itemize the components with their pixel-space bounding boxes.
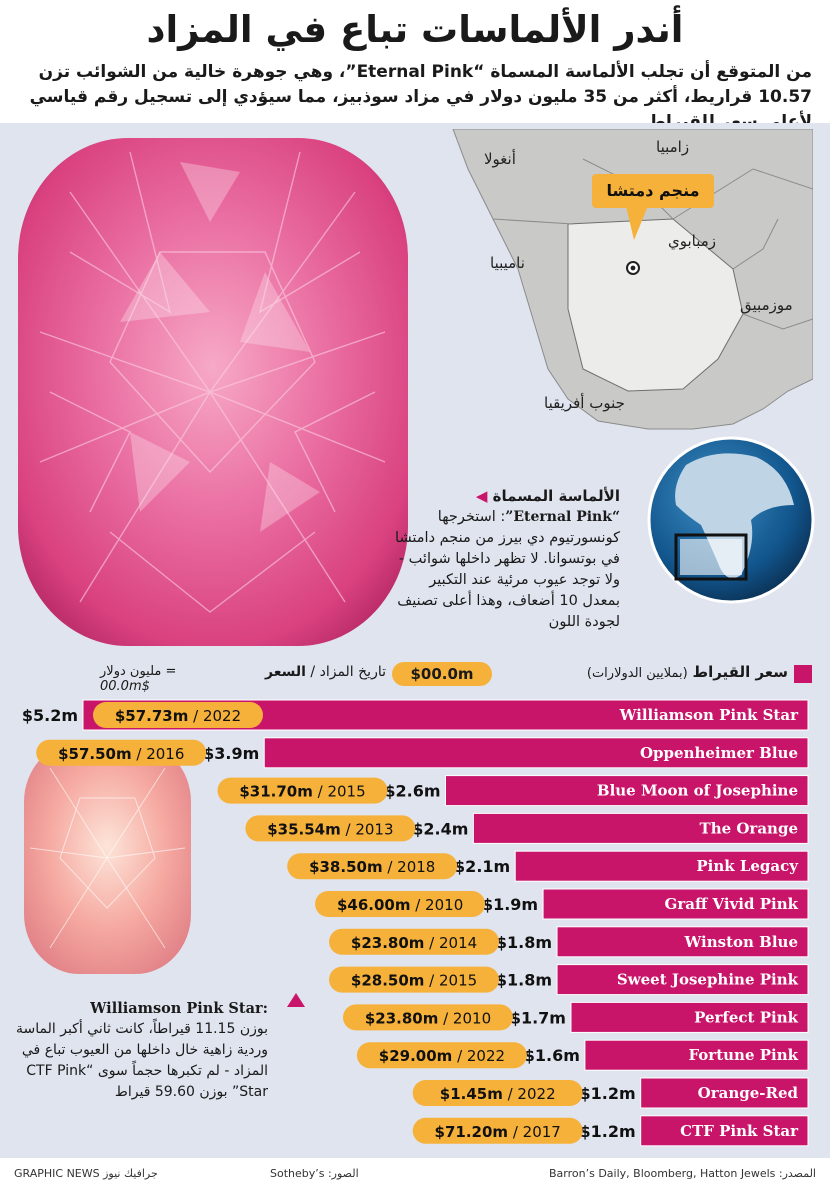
mine-marker-icon — [626, 206, 648, 275]
chart-bar — [584, 1039, 809, 1071]
eternal-pink-diamond-image — [18, 138, 408, 646]
williamson-text: بوزن 11.15 قيراطاً، كانت ثاني أكبر الماس… — [16, 1021, 268, 1100]
chart-value-label: $1.7m — [510, 1008, 566, 1027]
chart-price-pill — [93, 702, 263, 728]
chart-value-label: $3.9m — [203, 744, 259, 763]
williamson-description: Williamson Pink Star: بوزن 11.15 قيراطاً… — [10, 998, 268, 1103]
footer-sources: المصدر: Barron’s Daily, Bloomberg, Hatto… — [549, 1167, 816, 1180]
chart-price-pill — [329, 966, 500, 993]
chart-price-label: $35.54m / 2013 — [267, 820, 393, 838]
eternal-pink-heading: الألماسة المسماة — [492, 487, 620, 505]
footer-credit: GRAPHIC NEWS جرافيك نيوز — [14, 1167, 158, 1180]
legend-ppc-unit: (بملايين الدولارات) — [586, 666, 688, 681]
chart-price-label: $1.45m / 2022 — [440, 1085, 556, 1103]
chart-value-label: $1.8m — [496, 971, 552, 990]
chart-value-label: $1.8m — [496, 933, 552, 952]
chart-bar — [445, 775, 809, 807]
eternal-pink-text: : استخرجها كونسورتيوم دي بيرز من منجم دا… — [395, 509, 620, 630]
legend-ppc-label: سعر القيراط — [692, 663, 788, 681]
chart-bar-label: Perfect Pink — [694, 1008, 798, 1026]
chart-price-pill — [342, 1004, 513, 1031]
chart-value-label: $5.2m — [22, 706, 78, 725]
chart-price-label: $29.00m / 2022 — [379, 1047, 505, 1065]
chart-bar — [640, 1115, 809, 1147]
chart-value-label: $1.6m — [524, 1046, 580, 1065]
chart-price-pill — [412, 1080, 583, 1106]
chart-value-label: $2.1m — [454, 857, 510, 876]
legend-unit-note-text: = مليون دولار — [100, 664, 177, 679]
chart-price-pill — [245, 815, 416, 842]
chart-bar-label: The Orange — [700, 819, 798, 837]
chart-bar-label: Pink Legacy — [696, 857, 799, 875]
chart-price-label: $38.50m / 2018 — [309, 858, 435, 876]
chart-bar — [472, 812, 809, 844]
legend-unit-note: = مليون دولار $00.0m — [100, 664, 220, 694]
map-label-namibia: ناميبيا — [490, 254, 525, 272]
chart-bar-label: Sweet Josephine Pink — [617, 971, 799, 989]
chart-value-label: $2.4m — [412, 819, 468, 838]
legend-price-pill: $00.0m — [392, 662, 492, 686]
footer-photos: الصور: Sotheby’s — [270, 1167, 359, 1180]
chart-bar — [556, 964, 809, 996]
legend-price-label: السعر — [265, 664, 306, 680]
chart-price-pill — [36, 739, 207, 766]
chart-bar-label: Williamson Pink Star — [619, 706, 800, 724]
chart-value-label: $2.6m — [384, 782, 440, 801]
chart-price-label: $46.00m / 2010 — [337, 896, 463, 914]
chart-price-pill — [329, 928, 500, 955]
chart-bar-label: Winston Blue — [683, 933, 798, 951]
chart-bar — [263, 737, 809, 769]
chart-bar-label: Blue Moon of Josephine — [597, 782, 798, 800]
chart-price-pill — [412, 1117, 583, 1144]
chart-price-pill — [217, 777, 388, 804]
map-label-zimbabwe: زمبابوي — [668, 232, 717, 250]
chart-price-pill — [315, 891, 486, 917]
page-title: أندر الألماسات تباع في المزاد — [146, 8, 684, 51]
chart-bar — [514, 850, 809, 882]
chart-bar-label: CTF Pink Star — [680, 1122, 799, 1140]
map-label-south-africa: جنوب أفريقيا — [544, 394, 625, 412]
footer: المصدر: Barron’s Daily, Bloomberg, Hatto… — [0, 1160, 830, 1188]
pointer-triangle-up-icon — [287, 993, 305, 1007]
chart-bar-label: Oppenheimer Blue — [640, 744, 798, 762]
chart-price-label: $71.20m / 2017 — [435, 1123, 561, 1141]
globe-locator-icon — [647, 436, 815, 604]
chart-legend: سعر القيراط (بملايين الدولارات) $00.0m ت… — [0, 660, 830, 694]
chart-price-label: $23.80m / 2010 — [365, 1009, 491, 1027]
chart-price-pill — [287, 853, 458, 880]
chart-bar — [570, 1001, 809, 1033]
chart-price-pill — [356, 1042, 527, 1069]
chart-bar-label: Graff Vivid Pink — [665, 895, 799, 913]
chart-price-label: $57.50m / 2016 — [58, 745, 184, 763]
chart-price-label: $57.73m / 2022 — [115, 707, 241, 725]
chart-price-label: $31.70m / 2015 — [239, 783, 365, 801]
chart-value-label: $1.9m — [482, 895, 538, 914]
chart-price-label: $23.80m / 2014 — [351, 934, 477, 952]
map-label-angola: أنغولا — [484, 150, 516, 168]
chart-price-label: $28.50m / 2015 — [351, 972, 477, 990]
chart-bar-label: Orange-Red — [698, 1084, 799, 1102]
chart-value-label: $1.2m — [580, 1122, 636, 1141]
chart-bar — [556, 926, 809, 958]
legend-unit-note-value: $00.0m — [100, 679, 150, 694]
chart-bar-label: Fortune Pink — [688, 1046, 798, 1064]
map-label-zambia: زامبيا — [656, 138, 690, 156]
chart-bar — [640, 1077, 809, 1109]
eternal-pink-description: الألماسة المسماة ◀ “Eternal Pink”: استخر… — [392, 486, 620, 633]
chart-bar — [542, 888, 809, 920]
chart-value-label: $1.2m — [580, 1084, 636, 1103]
mine-label-damtshaa: منجم دمتشا — [592, 174, 714, 208]
legend-date-label: تاريخ المزاد / — [310, 664, 386, 680]
map-label-mozambique: موزمبيق — [740, 296, 793, 314]
pointer-triangle-icon: ◀ — [475, 487, 488, 505]
williamson-pink-star-image — [24, 742, 191, 974]
legend-date-price: تاريخ المزاد / السعر — [228, 664, 386, 680]
legend-swatch — [794, 665, 812, 683]
price-per-carat-chart: Williamson Pink Star $5.2m $57.73m / 2022 O… — [22, 699, 809, 1147]
legend-ppc: سعر القيراط (بملايين الدولارات) — [570, 663, 788, 681]
eternal-pink-name: “Eternal Pink” — [505, 509, 620, 525]
williamson-name: Williamson Pink Star: — [90, 1000, 268, 1017]
